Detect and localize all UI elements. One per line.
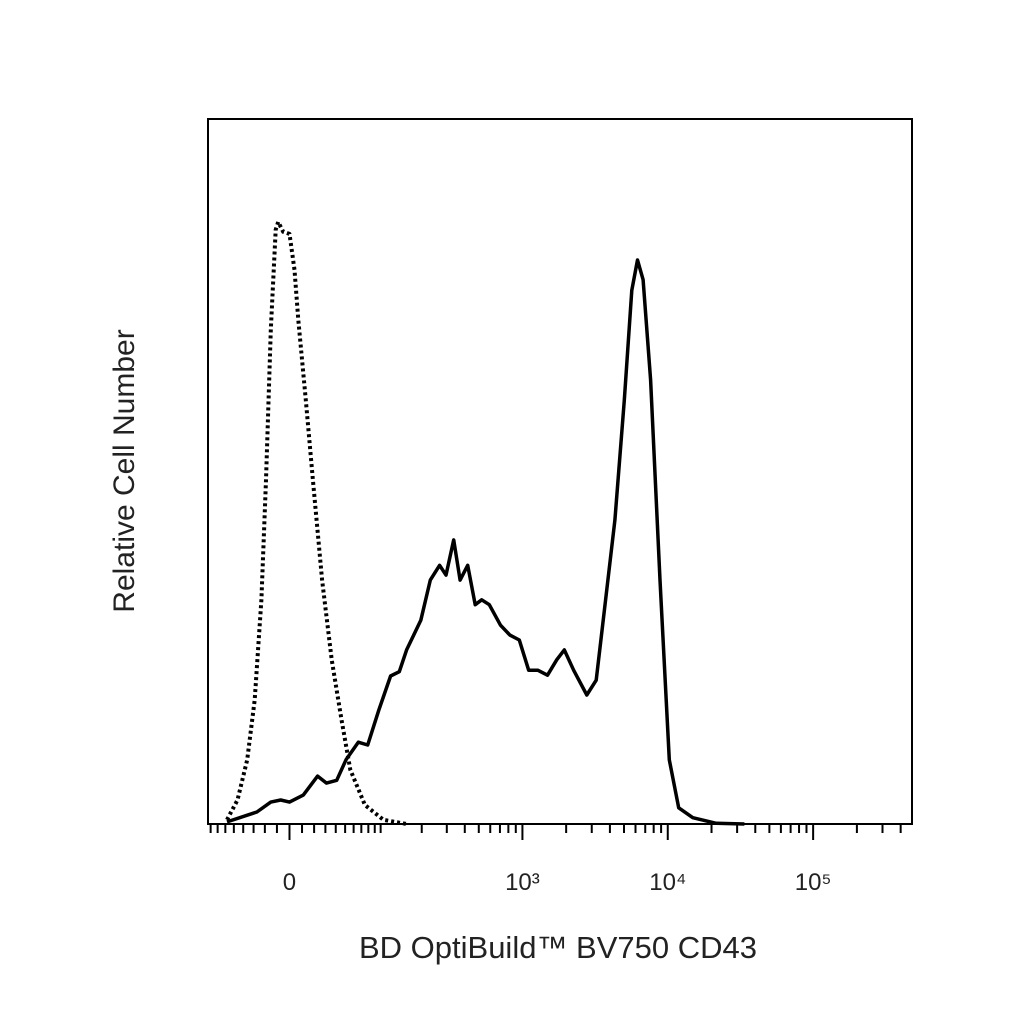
histogram-line [225,219,407,826]
x-tick-label: 10⁵ [795,869,832,896]
x-tick-label: 10³ [505,869,540,896]
plot-frame [207,118,913,825]
x-tick-label: 10⁴ [649,869,686,896]
x-tick-label: 0 [283,869,296,896]
histogram-line [226,258,745,826]
y-axis-title: Relative Cell Number [108,329,141,612]
x-axis-title: BD OptiBuild™ BV750 CD43 [359,930,757,965]
